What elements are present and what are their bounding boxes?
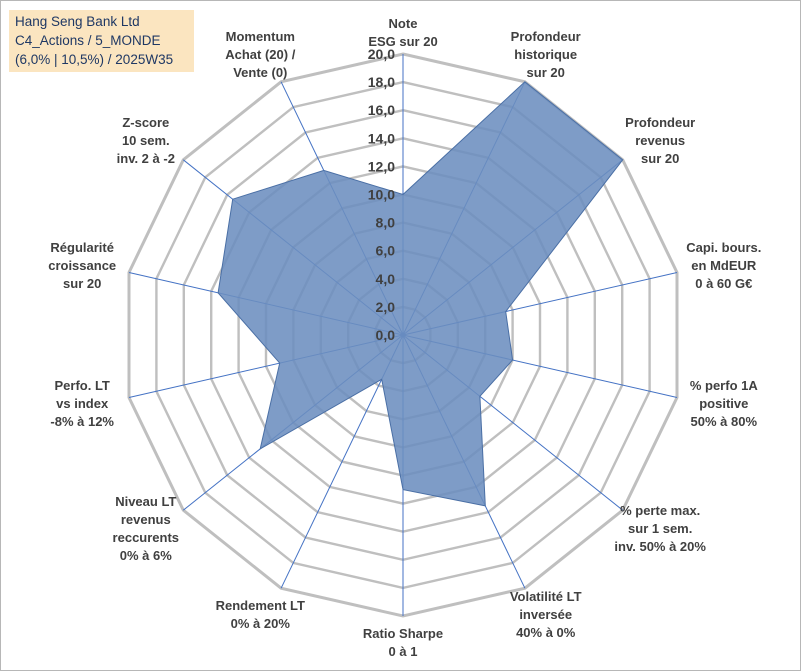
category-label-line: Capi. bours. bbox=[686, 240, 761, 255]
tick-label: 18,0 bbox=[368, 74, 395, 90]
category-label-line: -8% à 12% bbox=[50, 414, 114, 429]
category-label-line: Profondeur bbox=[511, 29, 581, 44]
tick-label: 6,0 bbox=[376, 243, 396, 259]
radar-tick-labels: 0,0 2,0 4,0 6,0 8,0 10,0 12,0 14,0 16,0 18,0 20,0 bbox=[368, 46, 395, 343]
category-label-line: 0 à 1 bbox=[389, 644, 418, 659]
category-label-line: 0% à 6% bbox=[120, 548, 172, 563]
category-label-line: reccurents bbox=[113, 530, 179, 545]
category-label: Niveau LT revenus reccurents 0% à 6% bbox=[113, 494, 179, 563]
tick-label: 8,0 bbox=[376, 215, 396, 231]
category-label: % perfo 1A positive 50% à 80% bbox=[690, 378, 759, 429]
category-label-line: 10 sem. bbox=[122, 133, 170, 148]
tick-label: 20,0 bbox=[368, 46, 395, 62]
tick-label: 4,0 bbox=[376, 271, 396, 287]
category-label: Rendement LT 0% à 20% bbox=[216, 598, 305, 631]
title-line-params: (6,0% | 10,5%) / 2025W35 bbox=[15, 52, 174, 67]
category-label-line: 40% à 0% bbox=[516, 625, 576, 640]
category-label-line: % perte max. bbox=[620, 503, 700, 518]
tick-label: 16,0 bbox=[368, 102, 395, 118]
category-label-line: vs index bbox=[56, 396, 109, 411]
category-label-line: Rendement LT bbox=[216, 598, 305, 613]
category-label: Volatilité LT inversée 40% à 0% bbox=[510, 589, 582, 640]
category-label-line: 50% à 80% bbox=[691, 414, 758, 429]
tick-label: 2,0 bbox=[376, 299, 396, 315]
category-label-line: Niveau LT bbox=[115, 494, 176, 509]
category-label-line: historique bbox=[514, 47, 577, 62]
category-label-line: Profondeur bbox=[625, 115, 695, 130]
category-label-line: Ratio Sharpe bbox=[363, 626, 443, 641]
title-line-category: C4_Actions / 5_MONDE bbox=[15, 33, 161, 48]
radar-series bbox=[217, 81, 624, 507]
category-label-line: Perfo. LT bbox=[55, 378, 110, 393]
category-label-line: sur 1 sem. bbox=[628, 521, 692, 536]
category-label-line: sur 20 bbox=[527, 65, 565, 80]
category-label-line: revenus bbox=[121, 512, 171, 527]
category-label-line: croissance bbox=[48, 258, 116, 273]
category-label-line: Note bbox=[389, 16, 418, 31]
category-label: Ratio Sharpe 0 à 1 bbox=[363, 626, 443, 659]
category-label-line: inv. 2 à -2 bbox=[117, 151, 175, 166]
category-label-line: Achat (20) / bbox=[225, 47, 295, 62]
category-label-line: Volatilité LT bbox=[510, 589, 582, 604]
category-label: Capi. bours. en MdEUR 0 à 60 G€ bbox=[686, 240, 761, 291]
tick-label: 0,0 bbox=[376, 327, 396, 343]
category-label-line: en MdEUR bbox=[691, 258, 757, 273]
radar-category-labels: Note ESG sur 20 Profondeur historique sur 20… bbox=[48, 16, 761, 659]
category-label: Perfo. LT vs index -8% à 12% bbox=[50, 378, 114, 429]
category-label-line: inv. 50% à 20% bbox=[614, 539, 706, 554]
tick-label: 10,0 bbox=[368, 187, 395, 203]
category-label-line: sur 20 bbox=[641, 151, 679, 166]
category-label-line: ESG sur 20 bbox=[368, 34, 437, 49]
category-label-line: Momentum bbox=[226, 29, 295, 44]
category-label: Note ESG sur 20 bbox=[368, 16, 437, 49]
title-line-company: Hang Seng Bank Ltd bbox=[15, 14, 140, 29]
category-label: % perte max. sur 1 sem. inv. 50% à 20% bbox=[614, 503, 706, 554]
category-label: Régularité croissance sur 20 bbox=[48, 240, 116, 291]
category-label-line: inversée bbox=[519, 607, 572, 622]
category-label-line: 0% à 20% bbox=[231, 616, 291, 631]
category-label: Profondeur revenus sur 20 bbox=[625, 115, 695, 166]
category-label-line: Régularité bbox=[50, 240, 114, 255]
category-label-line: % perfo 1A bbox=[690, 378, 759, 393]
category-label-line: Vente (0) bbox=[233, 65, 287, 80]
category-label-line: positive bbox=[699, 396, 748, 411]
category-label-line: sur 20 bbox=[63, 276, 101, 291]
category-label-line: revenus bbox=[635, 133, 685, 148]
category-label: Z-score 10 sem. inv. 2 à -2 bbox=[117, 115, 175, 166]
category-label: Momentum Achat (20) / Vente (0) bbox=[225, 29, 295, 80]
category-label-line: 0 à 60 G€ bbox=[695, 276, 752, 291]
tick-label: 14,0 bbox=[368, 130, 395, 146]
category-label-line: Z-score bbox=[122, 115, 169, 130]
series-area bbox=[217, 81, 624, 507]
tick-label: 12,0 bbox=[368, 158, 395, 174]
chart-title-box: Hang Seng Bank Ltd C4_Actions / 5_MONDE … bbox=[9, 10, 194, 72]
category-label: Profondeur historique sur 20 bbox=[511, 29, 581, 80]
